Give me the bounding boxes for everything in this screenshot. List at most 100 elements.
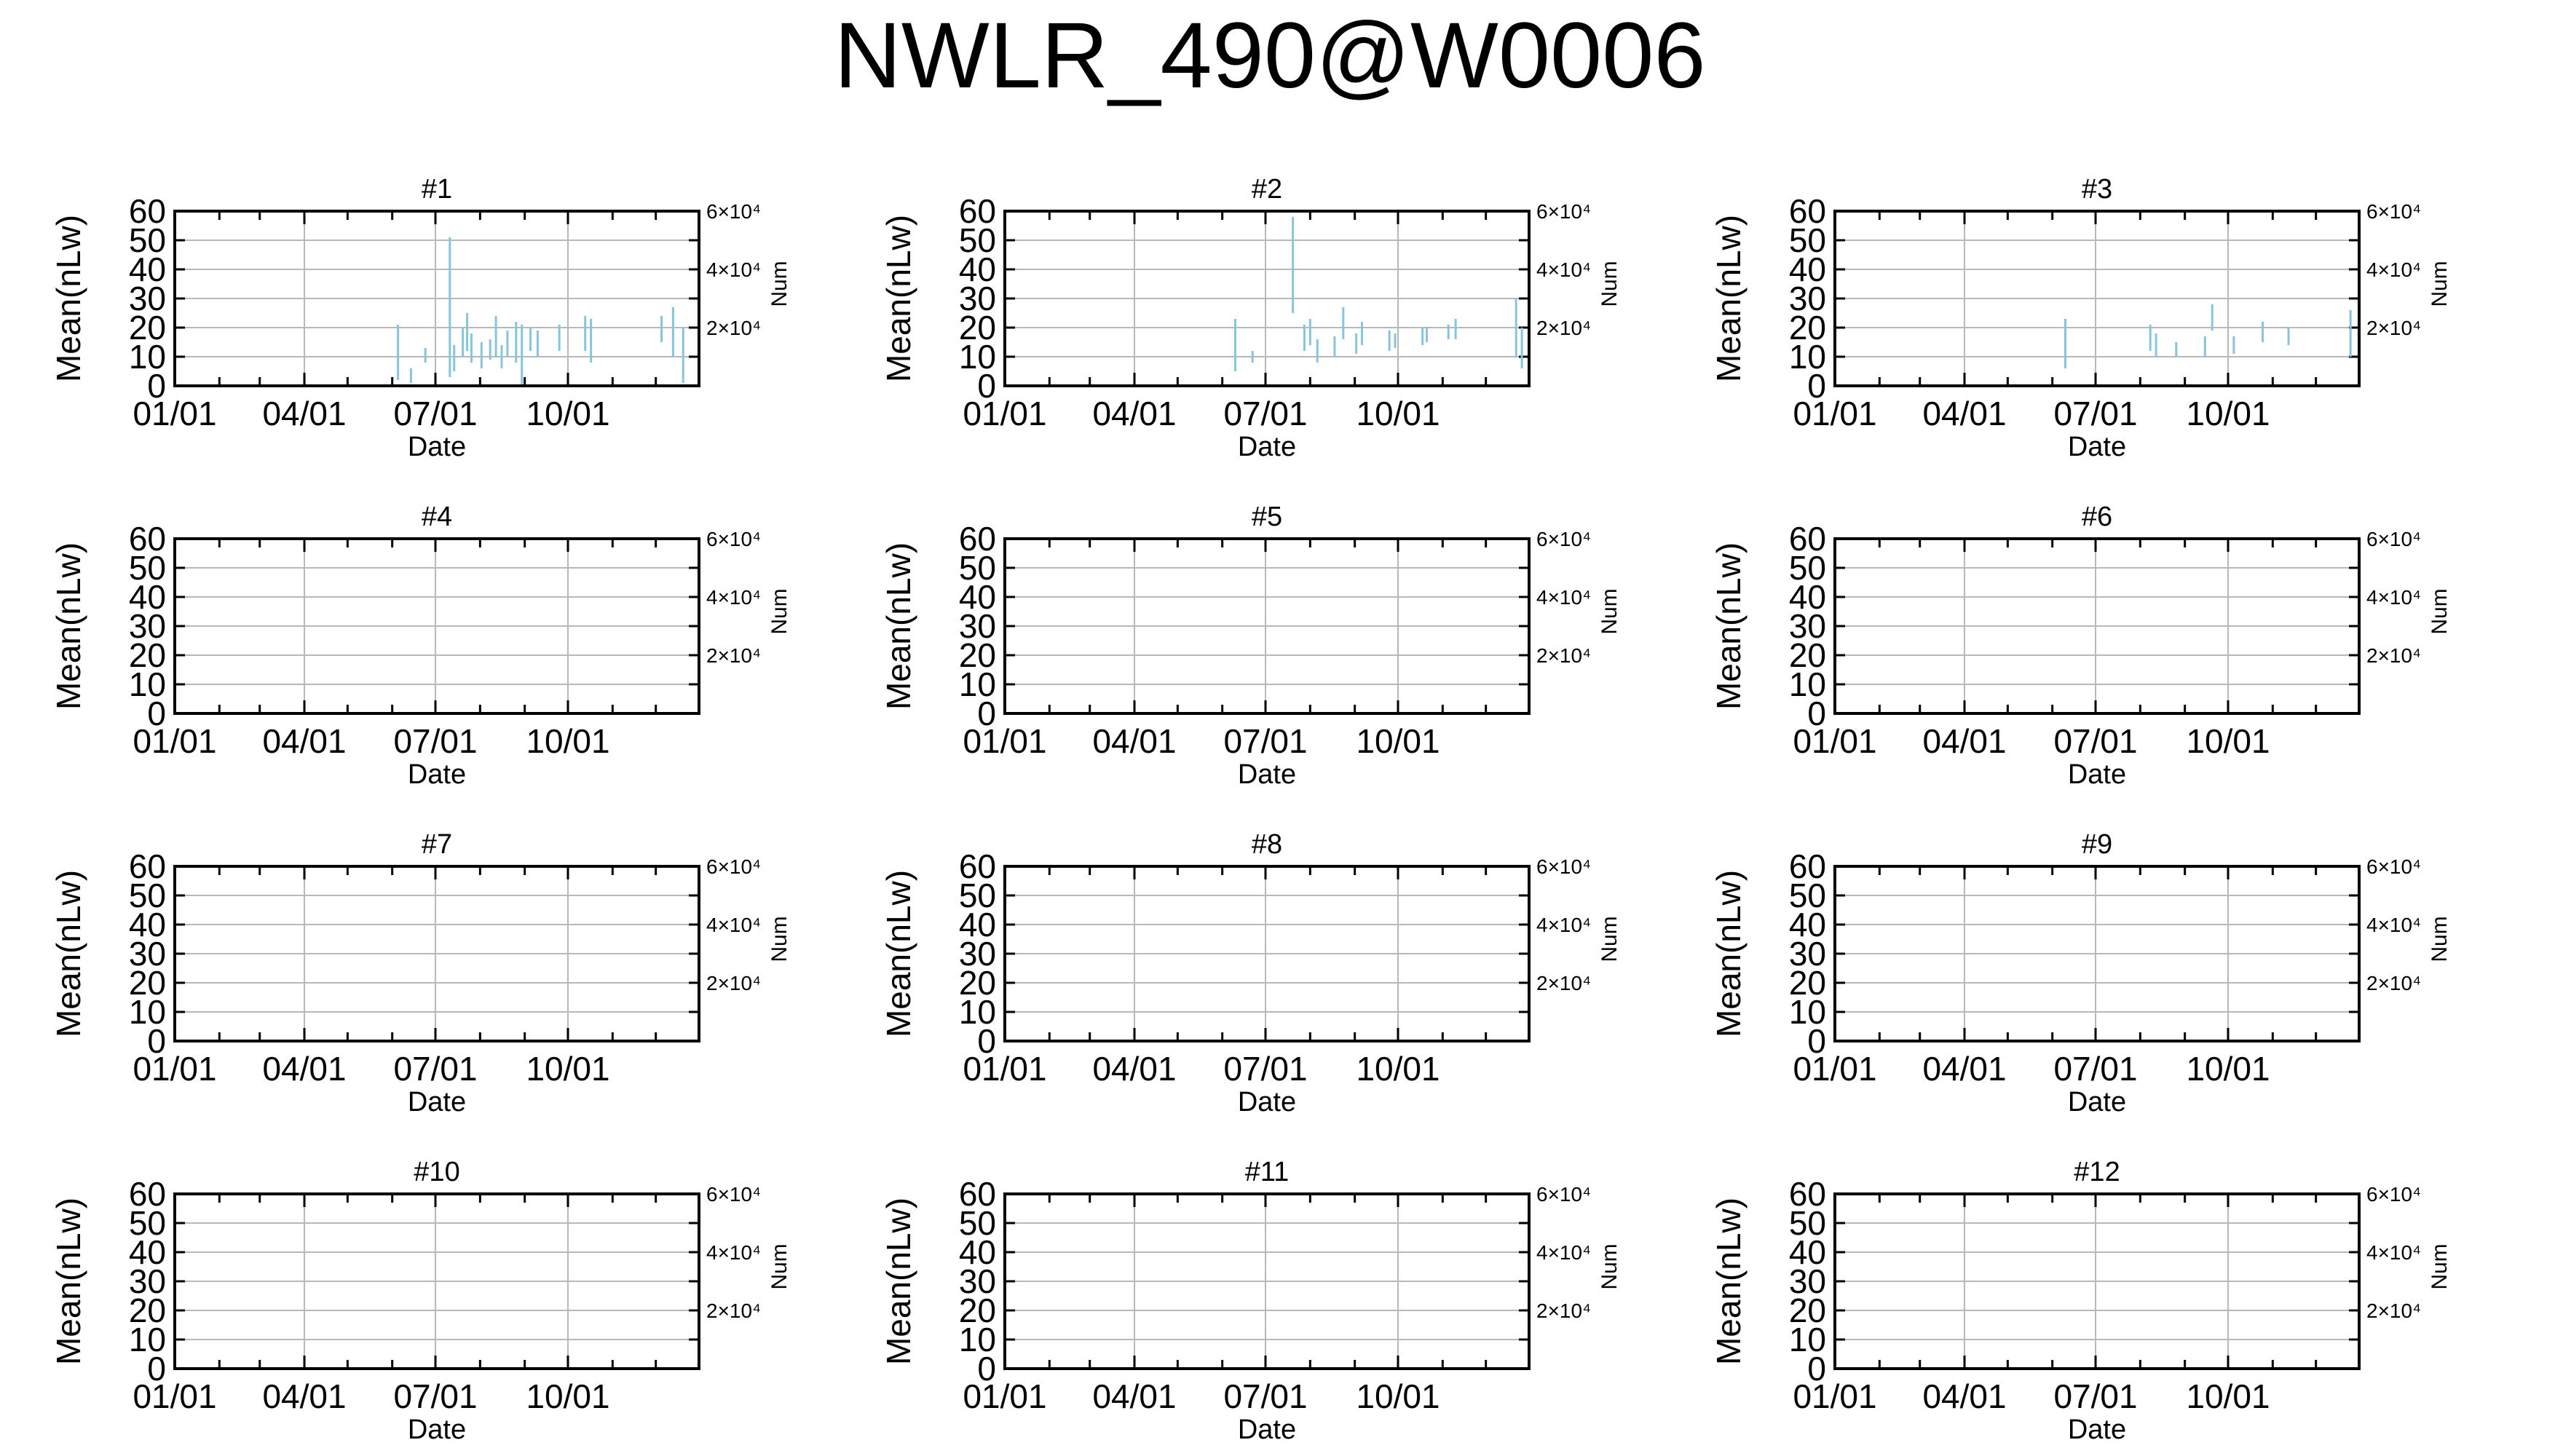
- x-tick-label: 10/01: [1356, 1377, 1440, 1415]
- y-tick-label: 20: [129, 309, 166, 347]
- y2-axis-label: Num: [767, 1243, 791, 1289]
- y-tick-label: 10: [129, 1321, 166, 1358]
- subplot-title: #10: [414, 1157, 459, 1187]
- y-tick-label: 20: [129, 1291, 166, 1329]
- y-tick-label: 30: [1789, 280, 1826, 317]
- y2-tick-label: 6×10⁴: [2366, 855, 2421, 878]
- y2-tick-label: 6×10⁴: [706, 1183, 761, 1206]
- y2-axis-label: Num: [1598, 588, 1622, 634]
- y-tick-label: 40: [1789, 906, 1826, 943]
- x-tick-label: 10/01: [526, 722, 609, 760]
- subplot-title: #8: [1252, 829, 1282, 860]
- x-tick-label: 01/01: [1793, 1050, 1876, 1088]
- y-tick-label: 30: [1789, 607, 1826, 645]
- y-tick-label: 0: [1807, 695, 1826, 732]
- y-tick-label: 30: [129, 935, 166, 973]
- x-tick-label: 01/01: [963, 722, 1046, 760]
- x-axis-label: Date: [408, 759, 466, 790]
- subplot-title: #2: [1252, 174, 1282, 205]
- y-tick-label: 40: [129, 250, 166, 288]
- plot-frame: [173, 537, 700, 715]
- y2-tick-label: 6×10⁴: [2366, 528, 2421, 550]
- y-tick-label: 30: [959, 607, 996, 645]
- x-axis-label: Date: [1238, 1415, 1296, 1445]
- subplot-title: #12: [2074, 1157, 2120, 1187]
- y-tick-label: 10: [959, 1321, 996, 1358]
- x-tick-label: 10/01: [1356, 1050, 1440, 1088]
- x-axis-label: Date: [2068, 1087, 2126, 1117]
- y-axis-label: Mean(nLw): [50, 215, 87, 382]
- y2-tick-label: 4×10⁴: [1536, 258, 1591, 281]
- x-tick-label: 01/01: [133, 1377, 216, 1415]
- x-tick-label: 07/01: [2053, 1050, 2137, 1088]
- x-tick-label: 10/01: [526, 395, 609, 432]
- y-tick-label: 30: [1789, 1262, 1826, 1300]
- y-axis-label: Mean(nLw): [50, 1198, 87, 1365]
- y2-tick-label: 2×10⁴: [2366, 317, 2421, 339]
- y2-axis-label: Num: [767, 916, 791, 962]
- y2-tick-label: 2×10⁴: [1536, 644, 1591, 667]
- y-tick-label: 20: [1789, 964, 1826, 1002]
- x-tick-label: 01/01: [1793, 722, 1876, 760]
- x-tick-label: 07/01: [2053, 722, 2137, 760]
- x-tick-label: 07/01: [393, 395, 477, 432]
- y-tick-label: 20: [959, 636, 996, 674]
- y2-tick-label: 6×10⁴: [2366, 200, 2421, 223]
- y2-tick-label: 4×10⁴: [2366, 1241, 2421, 1264]
- y-tick-label: 10: [1789, 665, 1826, 703]
- y-tick-label: 60: [129, 847, 166, 885]
- y-axis-label: Mean(nLw): [50, 870, 87, 1037]
- x-tick-label: 04/01: [262, 1050, 346, 1088]
- y2-tick-label: 6×10⁴: [706, 855, 761, 878]
- plot-frame: [1003, 210, 1531, 387]
- x-tick-label: 10/01: [2186, 1050, 2270, 1088]
- y-tick-label: 60: [129, 520, 166, 558]
- x-axis-label: Date: [1238, 759, 1296, 790]
- y2-tick-label: 4×10⁴: [706, 586, 761, 609]
- x-tick-label: 04/01: [1092, 1050, 1176, 1088]
- plot-frame: [1833, 1192, 2361, 1370]
- y2-axis-label: Num: [1598, 261, 1622, 306]
- y-tick-label: 20: [959, 309, 996, 347]
- x-tick-label: 01/01: [133, 722, 216, 760]
- y2-tick-label: 2×10⁴: [2366, 1299, 2421, 1322]
- y-tick-label: 60: [1789, 520, 1826, 558]
- y-tick-label: 20: [959, 1291, 996, 1329]
- plot-frame: [1833, 865, 2361, 1042]
- y-tick-label: 20: [1789, 636, 1826, 674]
- x-axis-label: Date: [2068, 432, 2126, 462]
- x-axis-label: Date: [408, 1087, 466, 1117]
- plot-frame: [1833, 537, 2361, 715]
- x-tick-label: 07/01: [1223, 395, 1307, 432]
- y-tick-label: 0: [147, 1350, 166, 1388]
- y-tick-label: 60: [1789, 1175, 1826, 1213]
- x-tick-label: 04/01: [1092, 1377, 1176, 1415]
- y-tick-label: 40: [1789, 250, 1826, 288]
- x-tick-label: 04/01: [262, 722, 346, 760]
- x-tick-label: 07/01: [1223, 1377, 1307, 1415]
- y-tick-label: 40: [1789, 578, 1826, 616]
- y-tick-label: 60: [1789, 847, 1826, 885]
- y-tick-label: 50: [1789, 877, 1826, 914]
- x-tick-label: 04/01: [1092, 722, 1176, 760]
- x-tick-label: 04/01: [1922, 1050, 2006, 1088]
- y-tick-label: 50: [959, 221, 996, 259]
- y-tick-label: 40: [1789, 1233, 1826, 1271]
- y-tick-label: 50: [959, 549, 996, 587]
- y2-axis-label: Num: [1598, 1243, 1622, 1289]
- y2-tick-label: 4×10⁴: [2366, 586, 2421, 609]
- subplot-title: #5: [1252, 502, 1282, 532]
- y-axis-label: Mean(nLw): [880, 870, 917, 1037]
- x-tick-label: 04/01: [1922, 395, 2006, 432]
- y-tick-label: 30: [1789, 935, 1826, 973]
- y2-tick-label: 4×10⁴: [706, 258, 761, 281]
- y2-axis-label: Num: [2428, 1243, 2452, 1289]
- x-tick-label: 07/01: [393, 722, 477, 760]
- x-tick-label: 04/01: [1922, 1377, 2006, 1415]
- y-tick-label: 30: [129, 607, 166, 645]
